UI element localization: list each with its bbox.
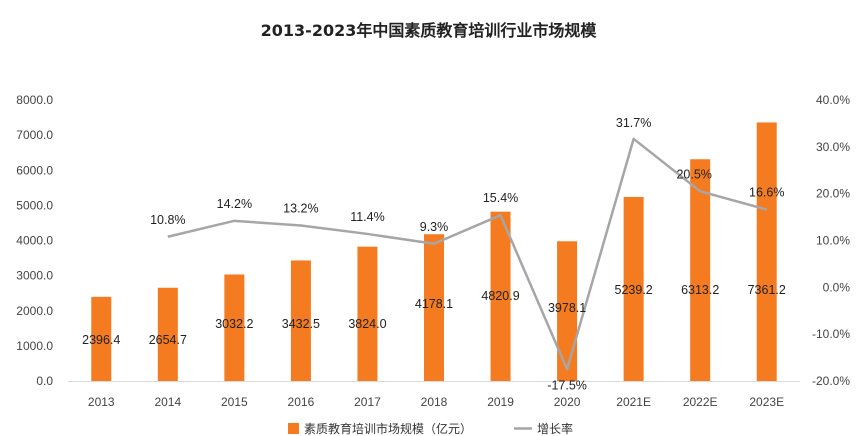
y-left-tick-label: 2000.0 — [16, 304, 53, 318]
line-value-label: -17.5% — [547, 378, 587, 392]
x-tick-label: 2020 — [554, 395, 581, 409]
line-value-label: 10.8% — [150, 213, 185, 227]
y-right-tick-label: 30.0% — [816, 140, 850, 154]
bar — [756, 122, 777, 381]
line-value-label: 15.4% — [483, 191, 518, 205]
x-tick-label: 2019 — [487, 395, 514, 409]
bar-value-label: 4178.1 — [415, 297, 453, 311]
line-value-label: 9.3% — [420, 220, 449, 234]
bar-value-label: 2654.7 — [149, 333, 187, 347]
bar — [424, 234, 444, 381]
bar-value-label: 3824.0 — [348, 317, 386, 331]
y-right-tick-label: 10.0% — [816, 234, 850, 248]
y-left-tick-label: 1000.0 — [16, 339, 53, 353]
bar-value-label: 5239.2 — [615, 283, 653, 297]
x-tick-label: 2021E — [616, 395, 651, 409]
y-left-tick-label: 3000.0 — [16, 269, 53, 283]
x-tick-label: 2022E — [683, 395, 718, 409]
y-left-tick-label: 7000.0 — [16, 128, 53, 142]
line-value-label: 11.4% — [350, 210, 385, 224]
x-tick-label: 2018 — [421, 395, 448, 409]
y-right-tick-label: 40.0% — [816, 93, 850, 107]
bar — [91, 296, 112, 381]
y-left-tick-label: 5000.0 — [16, 198, 53, 212]
line-value-label: 31.7% — [616, 116, 651, 130]
bar-value-label: 7361.2 — [748, 283, 786, 297]
x-tick-label: 2023E — [749, 395, 784, 409]
bar-value-label: 3978.1 — [548, 301, 586, 315]
line-value-label: 20.5% — [676, 167, 711, 181]
x-tick-label: 2017 — [354, 395, 381, 409]
y-left-tick-label: 0.0 — [36, 374, 53, 388]
growth-rate-line — [167, 137, 768, 371]
bar — [357, 246, 378, 381]
y-left-tick-label: 8000.0 — [16, 93, 53, 107]
bar — [623, 196, 644, 381]
y-right-tick-label: -20.0% — [812, 374, 850, 388]
y-left-tick-label: 4000.0 — [16, 234, 53, 248]
bar — [490, 211, 511, 381]
line-value-label: 14.2% — [217, 197, 252, 211]
bar — [157, 287, 178, 381]
legend-bar-swatch — [288, 423, 299, 434]
bar — [690, 159, 711, 381]
bar — [290, 260, 311, 381]
y-left-tick-label: 6000.0 — [16, 163, 53, 177]
bar-value-label: 4820.9 — [481, 289, 519, 303]
legend-bar-label: 素质教育培训市场规模（亿元） — [304, 421, 472, 436]
y-right-tick-label: 20.0% — [816, 187, 850, 201]
y-right-tick-label: -10.0% — [812, 327, 850, 341]
x-tick-label: 2014 — [154, 395, 181, 409]
x-tick-label: 2016 — [288, 395, 315, 409]
line-value-label: 13.2% — [283, 202, 318, 216]
bar-value-label: 2396.4 — [82, 333, 120, 347]
bar-value-label: 3432.5 — [282, 317, 320, 331]
bar — [224, 274, 245, 381]
legend-line-label: 增长率 — [537, 421, 573, 436]
bar-value-label: 6313.2 — [681, 283, 719, 297]
chart-title: 2013-2023年中国素质教育培训行业市场规模 — [260, 21, 597, 40]
line-value-label: 16.6% — [749, 186, 784, 200]
y-right-tick-label: 0.0% — [823, 280, 851, 294]
bar-value-label: 3032.2 — [215, 317, 253, 331]
bar — [557, 241, 578, 381]
x-tick-label: 2015 — [221, 395, 248, 409]
x-tick-label: 2013 — [88, 395, 115, 409]
